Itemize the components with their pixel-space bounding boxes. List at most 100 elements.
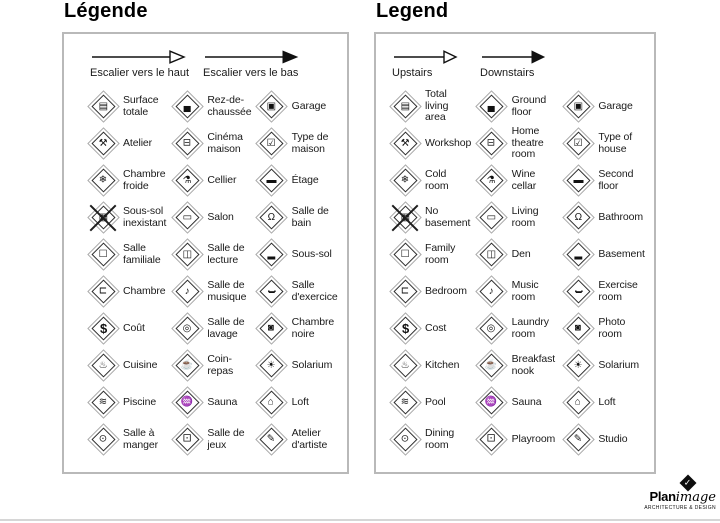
swimmer-icon: ≋ (86, 386, 120, 419)
legend-item-label: Loft (291, 395, 309, 408)
legend-item-label: Salon (207, 210, 234, 223)
legend-item-label: Salle de jeux (207, 426, 245, 451)
legend-item: $ Cost (388, 310, 477, 347)
logo-wordmark: Planimage (640, 490, 716, 504)
legend-item: ☑ Type of house (562, 125, 650, 162)
legend-item-label: Salle familiale (123, 241, 161, 266)
legend-item: ⚗ Wine cellar (475, 162, 564, 199)
legend-item-label: Coût (123, 321, 145, 334)
legend-item: ◙ Chambre noire (255, 310, 341, 347)
cooking-pot-icon: ♨ (86, 349, 120, 382)
legend-item: ⚗ Cellier (171, 162, 256, 199)
diamond-frame: ☀ (255, 349, 288, 382)
legend-item-label: Chambre (123, 284, 166, 297)
icon-glyph: ▪▬▪ (268, 288, 276, 295)
icon-glyph: ✎ (267, 433, 276, 445)
wine-bottle-icon: ⚗ (475, 164, 508, 197)
dumbbell-icon: ▪▬▪ (255, 275, 288, 308)
stairs-up-figure: Upstairs (392, 50, 458, 79)
legend-item-label: Salle d'exercice (291, 278, 338, 303)
legend-item: ☀ Solarium (562, 347, 650, 384)
diamond-frame: ▣ (255, 90, 288, 123)
legend-item-label: Garage (291, 99, 327, 112)
icon-glyph: ✎ (574, 433, 583, 445)
stairs-down-figure: Downstairs (480, 50, 546, 79)
layers-icon: ▤ (388, 90, 422, 123)
legend-item-label: Atelier d'artiste (291, 426, 328, 451)
thermometer-icon: ❄ (86, 164, 120, 197)
logo-wordmark-plan: Plan (649, 489, 676, 504)
diamond-frame: ▤ (388, 90, 422, 123)
icon-glyph: ▭ (486, 211, 497, 223)
legend-item-label: Surface totale (123, 93, 159, 118)
legend-item: ◙ Photo room (562, 310, 650, 347)
diamond-frame: ▭ (475, 201, 508, 234)
diamond-frame: ✎ (562, 423, 595, 456)
legend-item-label: Den (511, 247, 531, 260)
diamond-frame: ⊏ (86, 275, 120, 308)
legend-item-label: Étage (291, 173, 319, 186)
icon-glyph: ☀ (267, 359, 277, 371)
icon-glyph: ♪ (184, 285, 190, 297)
legend-item-label: Ground floor (511, 93, 547, 118)
stairs-arrows-en: Upstairs Downstairs (392, 34, 654, 79)
stairs-up-arrow-icon (394, 50, 458, 64)
artist-palette-icon: ✎ (255, 423, 288, 456)
page-bottom-rule (0, 519, 720, 521)
legend-item: $ Coût (86, 310, 172, 347)
diamond-frame: ☀ (562, 349, 595, 382)
legend-item: ▄ Rez-de- chaussée (171, 88, 256, 125)
icon-glyph: ⚒ (400, 137, 410, 149)
tv-icon: ☐ (388, 238, 422, 271)
garage-door-icon: ▣ (562, 90, 595, 123)
diamond-frame: ▣ (562, 90, 595, 123)
legend-item-label: Workshop (425, 136, 472, 149)
diamond-frame: ▬ (562, 164, 595, 197)
legend-item: ▂ Sous-sol (255, 236, 341, 273)
icon-glyph: ⚀ (182, 433, 192, 445)
diamond-frame: ♨ (86, 349, 120, 382)
legend-item: ▦ Sous-sol inexistant (86, 199, 172, 236)
ground-floor-icon: ▄ (171, 90, 204, 123)
sauna-icon: ♒ (475, 386, 508, 419)
icon-glyph: ☑ (267, 137, 277, 149)
toilet-icon: Ω (255, 201, 288, 234)
legend-item-label: Salle de musique (207, 278, 247, 303)
loft-house-icon: ⌂ (562, 386, 595, 419)
camera-icon: ◙ (255, 312, 288, 345)
legend-item: ✎ Atelier d'artiste (255, 421, 341, 458)
legend-item-label: Pool (425, 395, 446, 408)
diamond-frame: ⚒ (86, 127, 120, 160)
icon-glyph: Ω (267, 211, 276, 223)
diamond-frame: ♨ (388, 349, 422, 382)
legend-item: ▤ Surface totale (86, 88, 172, 125)
page-title-fr: Légende (64, 0, 148, 22)
icon-glyph: ▤ (98, 100, 108, 112)
diamond-frame: ☑ (562, 127, 595, 160)
icon-glyph: ▣ (266, 100, 277, 112)
diamond-frame: ⊟ (171, 127, 204, 160)
garage-door-icon: ▣ (255, 90, 288, 123)
floor-level-icon: ▬ (255, 164, 288, 197)
camera-icon: ◙ (562, 312, 595, 345)
legend-item: ✎ Studio (562, 421, 650, 458)
diamond-frame: ◫ (475, 238, 508, 271)
legend-item-label: Bathroom (598, 210, 644, 223)
legend-grid-en: ▤ Total living area ▄ Ground floor ▣ Garage ⚒ W… (388, 88, 650, 458)
stairs-down-arrow-icon (205, 50, 299, 64)
legend-item-label: Garage (598, 99, 633, 112)
icon-glyph: ≋ (400, 396, 410, 408)
legend-item: ▭ Living room (475, 199, 564, 236)
legend-item-label: Sous-sol inexistant (123, 204, 167, 229)
icon-glyph: ⚗ (487, 174, 497, 186)
legend-item-label: Home theatre room (511, 124, 544, 161)
legend-item: ▪▬▪ Exercise room (562, 273, 650, 310)
sun-icon: ☀ (562, 349, 595, 382)
artist-palette-icon: ✎ (562, 423, 595, 456)
music-note-icon: ♪ (475, 275, 508, 308)
diamond-frame: ▪▬▪ (562, 275, 595, 308)
stairs-down-label: Escalier vers le bas (203, 67, 299, 79)
icon-glyph: ☀ (573, 359, 583, 371)
icon-glyph: ◫ (182, 248, 193, 260)
legend-item: ♪ Music room (475, 273, 564, 310)
